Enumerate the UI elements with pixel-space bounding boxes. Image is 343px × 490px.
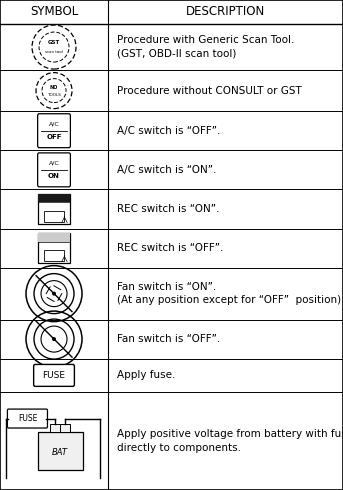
Text: OFF: OFF (46, 134, 62, 140)
Ellipse shape (52, 337, 56, 341)
Bar (44, 211, 64, 221)
Text: Procedure without CONSULT or GST: Procedure without CONSULT or GST (117, 86, 301, 96)
Text: A/C: A/C (49, 122, 59, 126)
Text: REC switch is “OFF”.: REC switch is “OFF”. (117, 243, 223, 253)
FancyBboxPatch shape (38, 153, 70, 187)
Text: FUSE: FUSE (43, 371, 66, 380)
Text: A/C switch is “OFF”.: A/C switch is “OFF”. (117, 126, 220, 136)
Text: Apply fuse.: Apply fuse. (117, 370, 175, 380)
Text: FUSE: FUSE (18, 414, 37, 423)
FancyBboxPatch shape (34, 365, 74, 386)
Text: scan tool: scan tool (45, 50, 63, 54)
FancyBboxPatch shape (8, 409, 47, 428)
Bar (60, 424, 70, 432)
FancyBboxPatch shape (38, 194, 70, 224)
Bar (44, 250, 64, 261)
Text: GST: GST (48, 40, 60, 45)
Text: A/C switch is “ON”.: A/C switch is “ON”. (117, 165, 216, 175)
Text: Apply positive voltage from battery with fuse
directly to components.: Apply positive voltage from battery with… (117, 429, 343, 453)
Text: DESCRIPTION: DESCRIPTION (186, 5, 265, 19)
Ellipse shape (52, 292, 56, 295)
Bar (38, 194, 70, 202)
Text: Fan switch is “ON”.
(At any position except for “OFF”  position): Fan switch is “ON”. (At any position exc… (117, 282, 341, 305)
Bar (50, 424, 60, 432)
Bar (38, 233, 70, 242)
Text: SYMBOL: SYMBOL (30, 5, 78, 19)
Text: REC switch is “ON”.: REC switch is “ON”. (117, 204, 219, 214)
FancyBboxPatch shape (38, 233, 70, 263)
Text: TOOLS: TOOLS (47, 93, 61, 97)
FancyBboxPatch shape (38, 114, 70, 147)
Text: A/C: A/C (49, 161, 59, 166)
Text: Procedure with Generic Scan Tool.
(GST, OBD-II scan tool): Procedure with Generic Scan Tool. (GST, … (117, 35, 294, 59)
Text: BAT: BAT (52, 448, 68, 457)
Bar (37, 432, 83, 470)
Text: NO: NO (50, 85, 58, 90)
Text: Fan switch is “OFF”.: Fan switch is “OFF”. (117, 334, 220, 344)
Text: ON: ON (48, 173, 60, 179)
